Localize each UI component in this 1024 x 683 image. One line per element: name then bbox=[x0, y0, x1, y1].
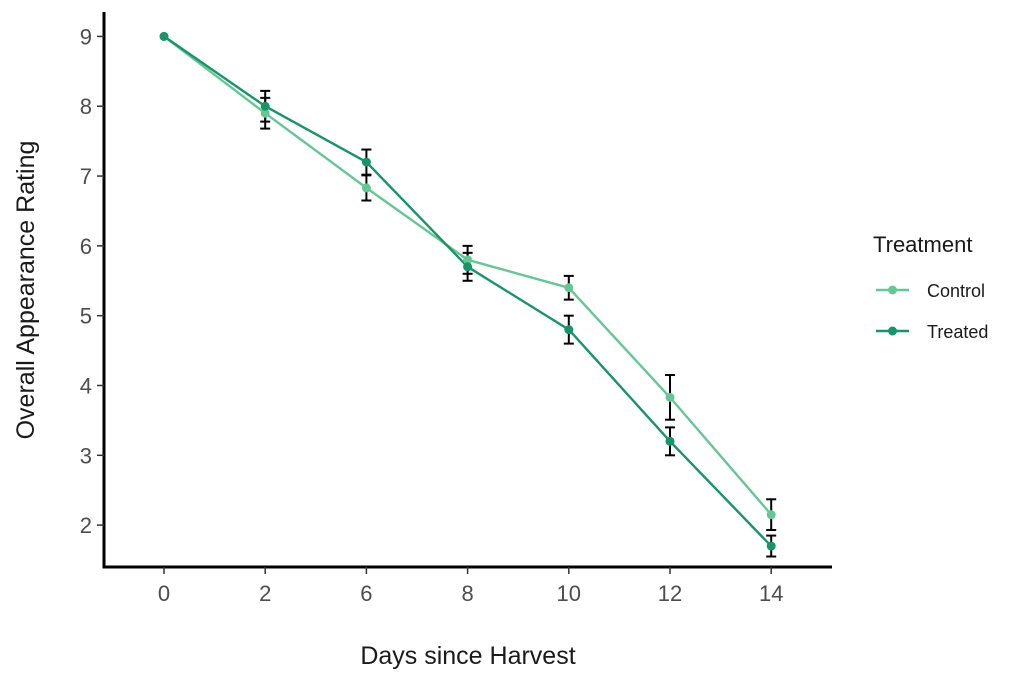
y-tick-label: 2 bbox=[80, 513, 92, 538]
data-point-treated bbox=[159, 31, 169, 41]
legend: Treatment Control Treated bbox=[873, 232, 988, 342]
data-point-treated bbox=[564, 325, 574, 335]
data-point-treated bbox=[766, 541, 776, 551]
x-tick-label: 8 bbox=[461, 581, 473, 606]
error-bars bbox=[260, 89, 777, 558]
x-tick-label: 12 bbox=[658, 581, 682, 606]
y-tick-label: 9 bbox=[80, 24, 92, 49]
series-lines bbox=[163, 35, 773, 547]
data-point-treated bbox=[665, 436, 675, 446]
legend-item-treated: Treated bbox=[876, 322, 988, 342]
tick-labels: 2 3 4 5 6 7 8 9 0 2 6 8 10 12 14 bbox=[80, 24, 784, 606]
legend-item-control: Control bbox=[876, 281, 985, 301]
data-point-treated bbox=[260, 101, 270, 111]
axes bbox=[97, 12, 832, 574]
x-tick-label: 6 bbox=[360, 581, 372, 606]
legend-label-treated: Treated bbox=[927, 322, 988, 342]
legend-label-control: Control bbox=[927, 281, 985, 301]
y-tick-label: 7 bbox=[80, 164, 92, 189]
data-point-control bbox=[260, 108, 270, 118]
x-tick-label: 10 bbox=[557, 581, 581, 606]
x-tick-label: 0 bbox=[158, 581, 170, 606]
data-point-control bbox=[665, 392, 675, 402]
y-tick-label: 8 bbox=[80, 94, 92, 119]
x-tick-label: 2 bbox=[259, 581, 271, 606]
x-tick-label: 14 bbox=[759, 581, 783, 606]
legend-key-point bbox=[888, 285, 897, 295]
data-point-control bbox=[564, 283, 574, 293]
legend-title: Treatment bbox=[873, 232, 972, 257]
data-point-control bbox=[463, 255, 473, 265]
y-tick-label: 4 bbox=[80, 373, 92, 398]
y-tick-label: 6 bbox=[80, 234, 92, 259]
y-axis-title: Overall Appearance Rating bbox=[12, 141, 40, 440]
data-point-treated bbox=[361, 157, 371, 167]
data-point-treated bbox=[463, 262, 473, 272]
series-line-treated bbox=[163, 35, 773, 547]
data-point-control bbox=[361, 183, 371, 193]
y-tick-label: 5 bbox=[80, 304, 92, 329]
y-tick-label: 3 bbox=[80, 443, 92, 468]
series-points bbox=[159, 31, 776, 551]
data-point-control bbox=[766, 510, 776, 520]
legend-key-point bbox=[888, 326, 897, 336]
x-axis-title: Days since Harvest bbox=[360, 642, 575, 670]
